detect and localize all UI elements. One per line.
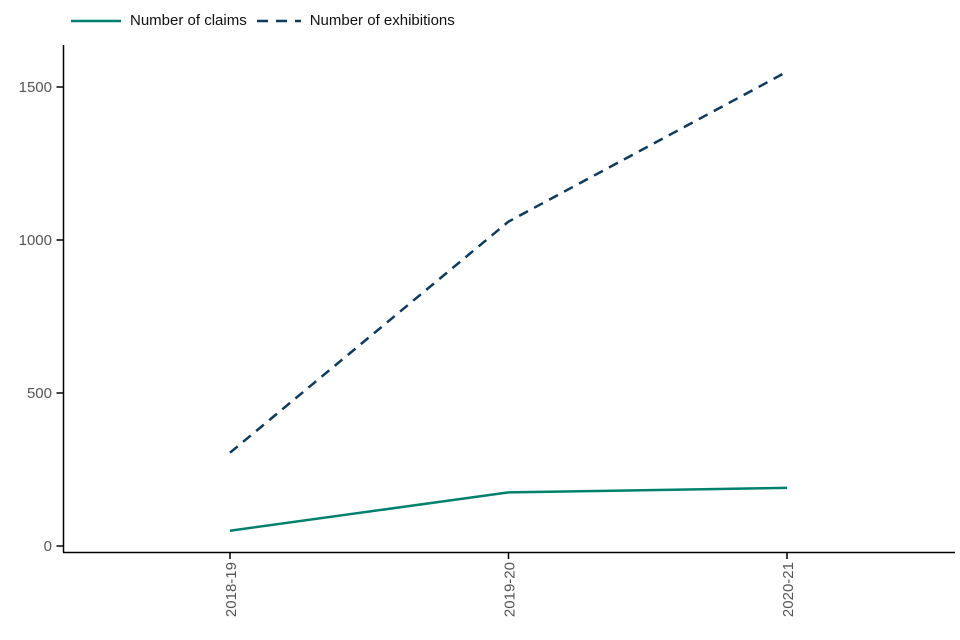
legend-label-exhibitions: Number of exhibitions (309, 12, 455, 29)
exhibitions-line-key-icon (256, 19, 301, 23)
x-tick-label: 2019-20 (502, 562, 519, 617)
y-tick-label: 1000 (19, 232, 52, 249)
y-tick-label: 0 (44, 538, 52, 555)
y-tick-label: 1500 (19, 79, 52, 96)
legend-item-exhibitions: Number of exhibitions (256, 11, 455, 31)
claims-series-line (229, 486, 788, 532)
x-tick-label: 2018-19 (223, 562, 240, 617)
y-tick-label: 500 (27, 385, 52, 402)
legend-item-claims: Number of claims (70, 11, 247, 31)
legend-label-claims: Number of claims (130, 12, 247, 29)
legend: Number of claims Number of exhibitions (70, 11, 455, 31)
exhibitions-series-line (229, 70, 788, 454)
claims-line-key-icon (71, 19, 121, 23)
x-tick-label: 2020-21 (780, 562, 797, 617)
